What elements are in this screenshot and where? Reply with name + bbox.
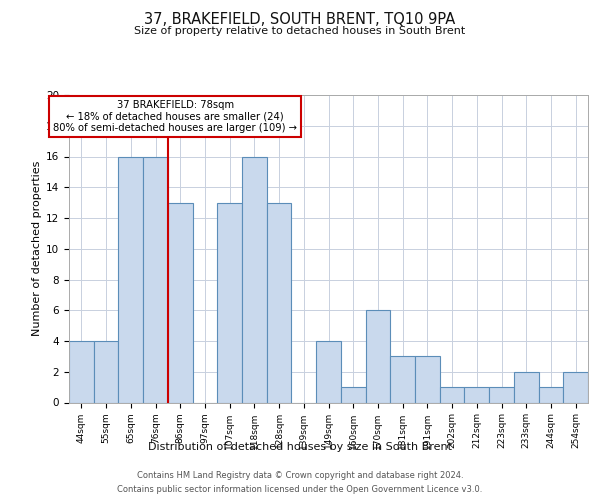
Bar — [539, 387, 563, 402]
Bar — [440, 387, 464, 402]
Bar — [563, 372, 588, 402]
Bar — [390, 356, 415, 403]
Bar — [316, 341, 341, 402]
Bar — [217, 202, 242, 402]
Bar — [69, 341, 94, 402]
Bar — [143, 156, 168, 402]
Text: 37, BRAKEFIELD, SOUTH BRENT, TQ10 9PA: 37, BRAKEFIELD, SOUTH BRENT, TQ10 9PA — [145, 12, 455, 28]
Text: 37 BRAKEFIELD: 78sqm
← 18% of detached houses are smaller (24)
80% of semi-detac: 37 BRAKEFIELD: 78sqm ← 18% of detached h… — [53, 100, 297, 133]
Bar — [341, 387, 365, 402]
Bar — [242, 156, 267, 402]
Bar — [267, 202, 292, 402]
Bar — [118, 156, 143, 402]
Bar — [489, 387, 514, 402]
Bar — [168, 202, 193, 402]
Bar — [94, 341, 118, 402]
Bar — [415, 356, 440, 403]
Text: Contains HM Land Registry data © Crown copyright and database right 2024.
Contai: Contains HM Land Registry data © Crown c… — [118, 472, 482, 494]
Text: Size of property relative to detached houses in South Brent: Size of property relative to detached ho… — [134, 26, 466, 36]
Bar — [514, 372, 539, 402]
Bar — [365, 310, 390, 402]
Text: Distribution of detached houses by size in South Brent: Distribution of detached houses by size … — [148, 442, 452, 452]
Bar — [464, 387, 489, 402]
Y-axis label: Number of detached properties: Number of detached properties — [32, 161, 42, 336]
